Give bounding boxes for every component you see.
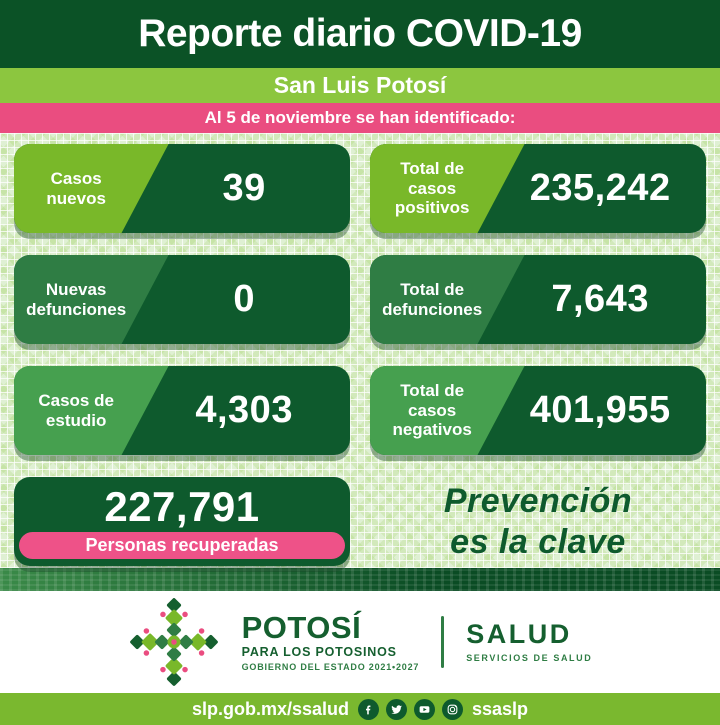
location-label: San Luis Potosí: [273, 72, 447, 98]
stat-value: 7,643: [551, 278, 649, 320]
stat-card-nuevas-defunciones: Nuevas defunciones 0: [14, 255, 350, 344]
slogan-text: Prevención es la clave: [443, 481, 633, 561]
slogan-box: Prevención es la clave: [370, 477, 706, 566]
salud-agency-block: SALUD SERVICIOS DE SALUD: [466, 621, 592, 663]
stat-label: Total de defunciones: [382, 279, 483, 319]
potosi-brand-block: POTOSÍ PARA LOS POTOSINOS GOBIERNO DEL E…: [242, 612, 420, 673]
twitter-icon[interactable]: [386, 698, 407, 720]
instagram-icon[interactable]: [442, 698, 463, 720]
footer-divider: [441, 616, 445, 668]
bottom-bar: slp.gob.mx/ssalud: [0, 693, 720, 725]
stat-label: Casos de estudio: [38, 390, 114, 430]
social-handle: ssaslp: [472, 698, 529, 719]
facebook-icon[interactable]: [358, 698, 379, 720]
stat-card-casos-nuevos: Casos nuevos 39: [14, 144, 350, 233]
website-url: slp.gob.mx/ssalud: [191, 698, 349, 719]
stat-value: 235,242: [529, 167, 671, 209]
stat-label: Total de casos positivos: [394, 159, 470, 218]
brand-name: POTOSÍ: [241, 609, 362, 645]
stat-label: Total de casos negativos: [392, 381, 472, 440]
date-band: Al 5 de noviembre se han identificado:: [0, 103, 720, 133]
page-title: Reporte diario COVID-19: [138, 12, 582, 55]
stat-value: 401,955: [529, 389, 671, 431]
agency-tagline: SERVICIOS DE SALUD: [466, 653, 593, 663]
social-icons: [358, 698, 463, 720]
potosi-rosette-logo-icon: [129, 598, 219, 687]
stat-card-casos-estudio: Casos de estudio 4,303: [14, 366, 350, 455]
stat-card-total-defunciones: Total de defunciones 7,643: [370, 255, 706, 344]
brand-tagline: PARA LOS POTOSINOS: [241, 644, 397, 659]
stat-card-total-negativos: Total de casos negativos 401,955: [370, 366, 706, 455]
recovered-card: 227,791 Personas recuperadas: [14, 477, 350, 566]
brand-government-line: GOBIERNO DEL ESTADO 2021•2027: [241, 662, 420, 673]
stat-value: 4,303: [195, 389, 293, 431]
stat-value: 0: [233, 278, 255, 320]
date-line: Al 5 de noviembre se han identificado:: [204, 108, 516, 127]
stats-grid: Casos nuevos 39 Total de casos positivos…: [0, 133, 720, 568]
stat-card-total-positivos: Total de casos positivos 235,242: [370, 144, 706, 233]
agency-name: SALUD: [466, 619, 572, 649]
youtube-icon[interactable]: [414, 698, 435, 720]
stat-value: 39: [222, 167, 266, 209]
stat-label: Casos nuevos: [46, 168, 106, 208]
footer-logos: POTOSÍ PARA LOS POTOSINOS GOBIERNO DEL E…: [0, 591, 720, 693]
pattern-separator-band: [0, 568, 720, 591]
recovered-label-pill: Personas recuperadas: [19, 532, 345, 559]
recovered-value: 227,791: [104, 483, 260, 530]
stat-label: Nuevas defunciones: [26, 279, 127, 319]
header-band: Reporte diario COVID-19: [0, 0, 720, 68]
location-band: San Luis Potosí: [0, 68, 720, 103]
